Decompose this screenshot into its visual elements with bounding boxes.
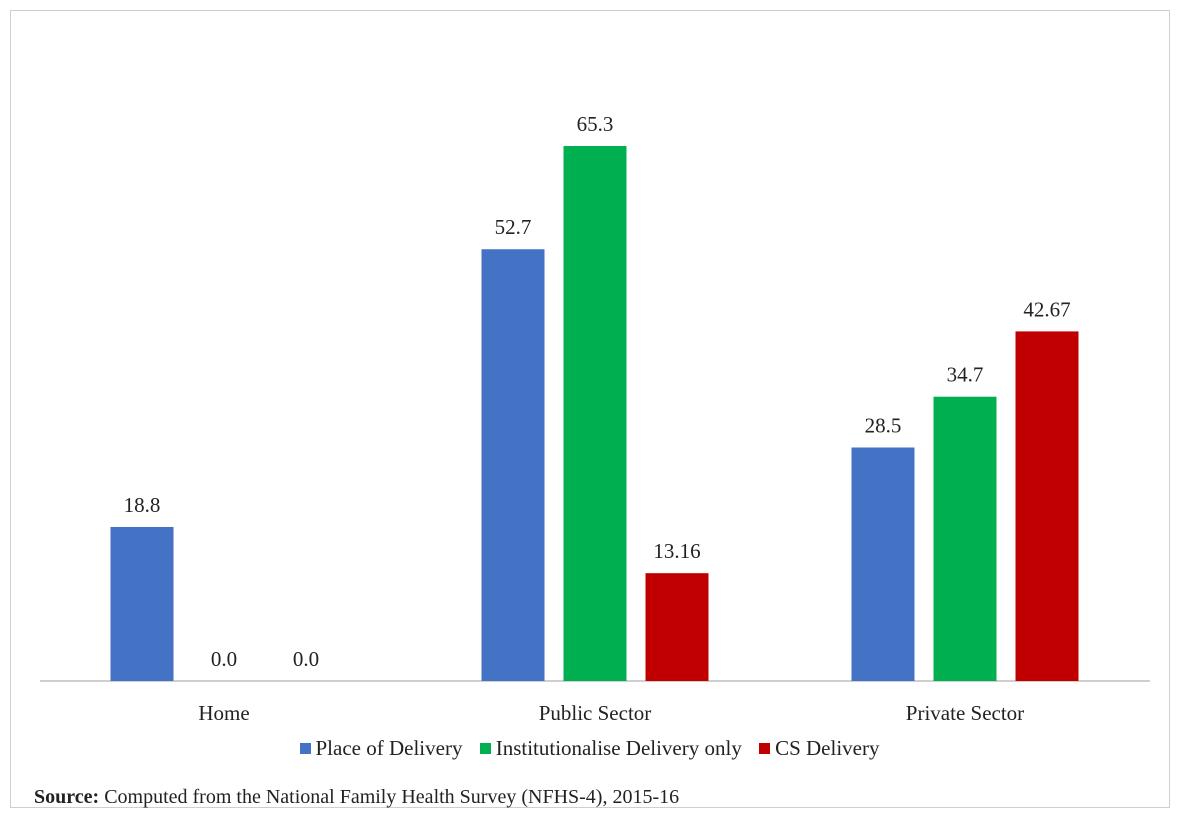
legend-swatch-place-of-delivery xyxy=(299,743,311,754)
bar-home-place-of-delivery xyxy=(110,526,174,681)
x-tick-label-private-sector: Private Sector xyxy=(906,701,1024,725)
legend-item-institutional-delivery: Institutionalise Delivery only xyxy=(479,736,742,761)
data-label-public-sector-place-of-delivery: 52.7 xyxy=(495,215,532,239)
legend-label-cs-delivery: CS Delivery xyxy=(775,736,880,760)
x-tick-label-home: Home xyxy=(198,701,249,725)
source-note: Source: Computed from the National Famil… xyxy=(34,786,679,809)
legend-swatch-cs-delivery xyxy=(759,743,771,754)
data-label-private-sector-place-of-delivery: 28.5 xyxy=(865,414,902,438)
legend: Place of Delivery Institutionalise Deliv… xyxy=(0,735,1179,761)
bar-private-sector-cs-delivery xyxy=(1015,331,1079,681)
data-label-private-sector-cs-delivery: 42.67 xyxy=(1023,297,1070,321)
data-label-public-sector-institutional-delivery: 65.3 xyxy=(577,112,614,136)
bar-private-sector-institutional-delivery xyxy=(933,396,997,681)
bar-public-sector-cs-delivery xyxy=(645,573,709,681)
legend-item-cs-delivery: CS Delivery xyxy=(759,736,879,761)
data-label-home-cs-delivery: 0.0 xyxy=(293,647,319,671)
legend-swatch-institutional-delivery xyxy=(479,743,491,754)
legend-label-place-of-delivery: Place of Delivery xyxy=(315,736,463,760)
data-label-private-sector-institutional-delivery: 34.7 xyxy=(947,363,984,387)
data-label-home-institutional-delivery: 0.0 xyxy=(211,647,237,671)
x-tick-label-public-sector: Public Sector xyxy=(539,701,652,725)
data-label-public-sector-cs-delivery: 13.16 xyxy=(653,539,700,563)
legend-item-place-of-delivery: Place of Delivery xyxy=(299,736,463,761)
bar-chart: 18.8 0.0 0.0 Home 52.7 65.3 13.16 Public Sector… xyxy=(40,112,1150,725)
bar-public-sector-institutional-delivery xyxy=(563,146,627,681)
legend-label-institutional-delivery: Institutionalise Delivery only xyxy=(495,736,742,760)
data-label-home-place-of-delivery: 18.8 xyxy=(124,493,161,517)
source-label: Source: xyxy=(34,786,100,808)
bar-public-sector-place-of-delivery xyxy=(481,249,545,681)
bar-private-sector-place-of-delivery xyxy=(851,447,915,681)
source-text: Computed from the National Family Health… xyxy=(99,786,680,808)
